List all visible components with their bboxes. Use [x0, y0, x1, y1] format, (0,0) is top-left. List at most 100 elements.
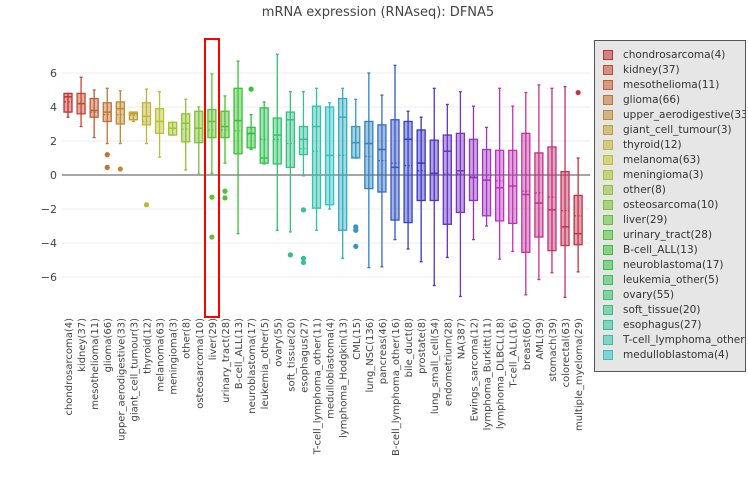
box-lymphoma_DLBCL(18): lymphoma_DLBCL(18): [494, 87, 507, 429]
x-tick-label: lymphoma_DLBCL(18): [496, 318, 507, 429]
legend-swatch: [603, 109, 613, 120]
legend-item[interactable]: ovary(55): [603, 287, 674, 302]
legend-item[interactable]: glioma(66): [603, 92, 680, 107]
box: [429, 139, 439, 202]
legend-item[interactable]: leukemia_other(5): [603, 272, 719, 287]
legend-item[interactable]: soft_tissue(20): [603, 302, 700, 317]
box-mesothelioma(11): mesothelioma(11): [89, 89, 101, 410]
outlier-point: [104, 152, 110, 158]
box-melanoma(63): melanoma(63): [154, 91, 167, 392]
box: [207, 108, 217, 139]
box: [63, 92, 73, 113]
x-tick-label: multiple_myeloma(29): [574, 318, 585, 431]
outlier-point: [300, 207, 307, 213]
y-tick-label: −2: [41, 203, 57, 216]
legend-swatch: [603, 124, 613, 135]
legend-item[interactable]: medulloblastoma(4): [603, 347, 729, 362]
box-bile_duct(8): bile_duct(8): [403, 110, 415, 377]
box: [481, 148, 492, 217]
legend-swatch: [603, 199, 613, 210]
x-tick-label: AML(39): [535, 318, 546, 360]
x-tick-label: neuroblastoma(17): [247, 318, 258, 414]
y-tick-label: 6: [50, 67, 57, 80]
box-B-cell_lymphoma_other(16): B-cell_lymphoma_other(16): [390, 64, 402, 456]
legend-item[interactable]: chondrosarcoma(4): [603, 47, 725, 62]
box-other(8): other(8): [181, 98, 193, 359]
x-tick-label: ovary(55): [273, 318, 284, 367]
x-tick-label: lymphoma_Burkitt(11): [483, 318, 494, 430]
legend-swatch: [603, 169, 613, 180]
legend-label: esophagus(27): [623, 318, 702, 331]
box-T-cell_ALL(16): T-cell_ALL(16): [508, 105, 520, 389]
box: [494, 149, 505, 222]
box-AML(39): AML(39): [534, 84, 546, 360]
highlight-box: [204, 38, 220, 318]
legend-swatch: [603, 274, 613, 285]
box: [194, 110, 204, 144]
legend-item[interactable]: urinary_tract(28): [603, 227, 712, 242]
box: [220, 110, 230, 139]
x-tick-label: liver(29): [208, 318, 219, 360]
x-tick-label: CML(15): [352, 318, 363, 360]
box: [547, 146, 557, 252]
box: [115, 101, 125, 125]
legend[interactable]: chondrosarcoma(4) kidney(37) mesothelioma(…: [594, 40, 746, 372]
box: [141, 102, 152, 126]
box-NA(387): NA(387): [455, 91, 467, 359]
legend-item[interactable]: upper_aerodigestive(33): [603, 107, 745, 122]
outlier-point: [353, 227, 359, 233]
box-lung_NSC(136): lung_NSC(136): [364, 72, 376, 393]
outlier-point: [575, 89, 581, 96]
legend-item[interactable]: giant_cell_tumour(3): [603, 122, 732, 137]
legend-item[interactable]: mesothelioma(11): [603, 77, 719, 92]
x-tick-label: Ewings_sarcoma(12): [469, 318, 480, 422]
box: [259, 107, 269, 164]
legend-item[interactable]: thyroid(12): [603, 137, 682, 152]
legend-swatch: [603, 334, 613, 345]
legend-item[interactable]: liver(29): [603, 212, 667, 227]
legend-swatch: [603, 154, 613, 165]
legend-item[interactable]: T-cell_lymphoma_other(1: [603, 332, 746, 347]
box-B-cell_ALL(13): B-cell_ALL(13): [233, 60, 245, 389]
box: [508, 149, 518, 225]
box-medulloblastoma(4): medulloblastoma(4): [324, 102, 337, 419]
legend-label: ovary(55): [623, 288, 675, 301]
box-giant_cell_tumour(3): giant_cell_tumour(3): [128, 111, 140, 422]
outlier-point: [248, 86, 254, 92]
legend-swatch: [603, 139, 613, 150]
y-tick-label: 4: [50, 101, 57, 114]
x-tick-label: giant_cell_tumour(3): [129, 318, 140, 422]
x-tick-label: T-cell_lymphoma_other(11): [313, 318, 324, 455]
legend-item[interactable]: melanoma(63): [603, 152, 700, 167]
x-tick-label: kidney(37): [77, 318, 88, 372]
x-tick-label: B-cell_ALL(13): [234, 318, 245, 389]
legend-item[interactable]: neuroblastoma(17): [603, 257, 724, 272]
box-leukemia_other(5): leukemia_other(5): [259, 101, 271, 409]
box-breast(60): breast(60): [521, 91, 533, 370]
legend-swatch: [603, 349, 613, 360]
box: [285, 111, 296, 168]
x-tick-label: lung_small_cell(54): [430, 318, 441, 414]
x-tick-label: stomach(39): [548, 318, 559, 382]
legend-item[interactable]: other(8): [603, 182, 666, 197]
legend-item[interactable]: kidney(37): [603, 62, 680, 77]
legend-item[interactable]: meningioma(3): [603, 167, 703, 182]
x-tick-label: lymphoma_Hodgkin(13): [339, 318, 350, 438]
legend-item[interactable]: osteosarcoma(10): [603, 197, 718, 212]
box-prostate(8): prostate(8): [416, 116, 428, 374]
outlier-point: [222, 188, 228, 194]
legend-label: thyroid(12): [623, 138, 682, 151]
legend-label: kidney(37): [623, 63, 680, 76]
box: [246, 126, 256, 149]
legend-label: other(8): [623, 183, 666, 196]
box: [377, 124, 387, 193]
box-colorectal(63): colorectal(63): [560, 85, 572, 387]
x-tick-label: pancreas(46): [378, 318, 389, 384]
legend-swatch: [603, 64, 613, 75]
legend-label: T-cell_lymphoma_other(1: [623, 333, 746, 346]
legend-item[interactable]: esophagus(27): [603, 317, 701, 332]
legend-swatch: [603, 244, 613, 255]
legend-label: B-cell_ALL(13): [623, 243, 698, 256]
legend-label: osteosarcoma(10): [623, 198, 719, 211]
legend-item[interactable]: B-cell_ALL(13): [603, 242, 698, 257]
